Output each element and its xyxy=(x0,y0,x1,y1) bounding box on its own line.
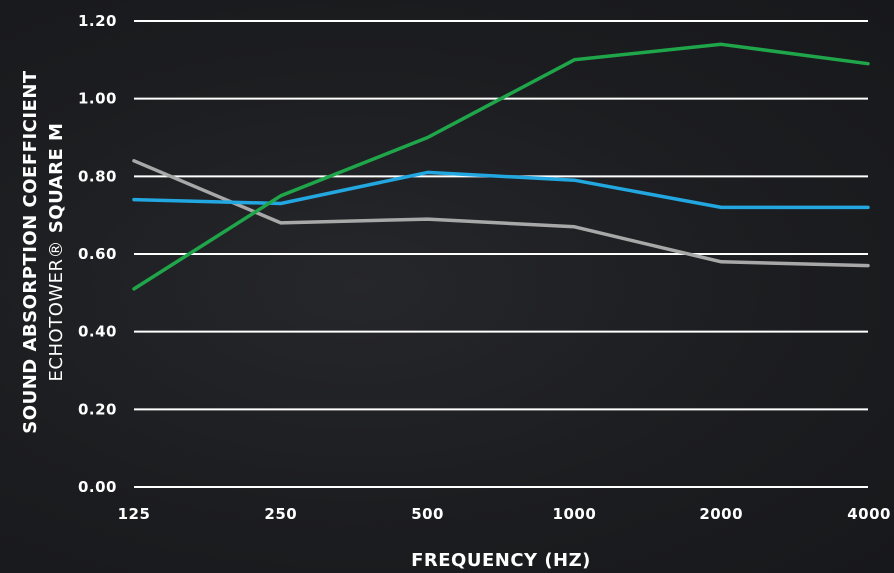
series-lines xyxy=(132,42,870,291)
y-tick-label: 0.80 xyxy=(78,167,117,185)
y-tick-label: 1.20 xyxy=(78,12,117,30)
series-line-1 xyxy=(132,170,870,210)
y-tick-label: 0.60 xyxy=(78,245,117,263)
y-tick-label: 1.00 xyxy=(78,90,117,108)
x-tick-label: 1000 xyxy=(553,505,597,523)
y-tick-label: 0.00 xyxy=(78,478,117,496)
product-name-light: ECHOTOWER® xyxy=(46,240,67,382)
y-axis-title-line2: ECHOTOWER® SQUARE M xyxy=(46,123,67,382)
y-tick-labels: 0.00 0.20 0.40 0.60 0.80 1.00 1.20 xyxy=(78,12,117,496)
y-tick-label: 0.40 xyxy=(78,323,117,341)
y-axis-title-line1: SOUND ABSORPTION COEFFICIENT xyxy=(20,70,41,434)
x-tick-label: 125 xyxy=(118,505,151,523)
x-axis-title: FREQUENCY (HZ) xyxy=(411,550,591,571)
y-tick-label: 0.20 xyxy=(78,400,117,418)
x-tick-label: 500 xyxy=(411,505,444,523)
x-tick-label: 2000 xyxy=(699,505,743,523)
x-tick-label: 250 xyxy=(264,505,297,523)
y-axis-title: SOUND ABSORPTION COEFFICIENT xyxy=(20,70,41,434)
x-tick-label: 4000 xyxy=(847,505,891,523)
gridlines xyxy=(134,20,868,488)
x-tick-labels: 125 250 500 1000 2000 4000 xyxy=(118,505,891,523)
product-name-bold: SQUARE M xyxy=(46,123,67,240)
series-line-0 xyxy=(132,42,870,291)
y-axis-subtitle: ECHOTOWER® SQUARE M xyxy=(46,123,67,382)
